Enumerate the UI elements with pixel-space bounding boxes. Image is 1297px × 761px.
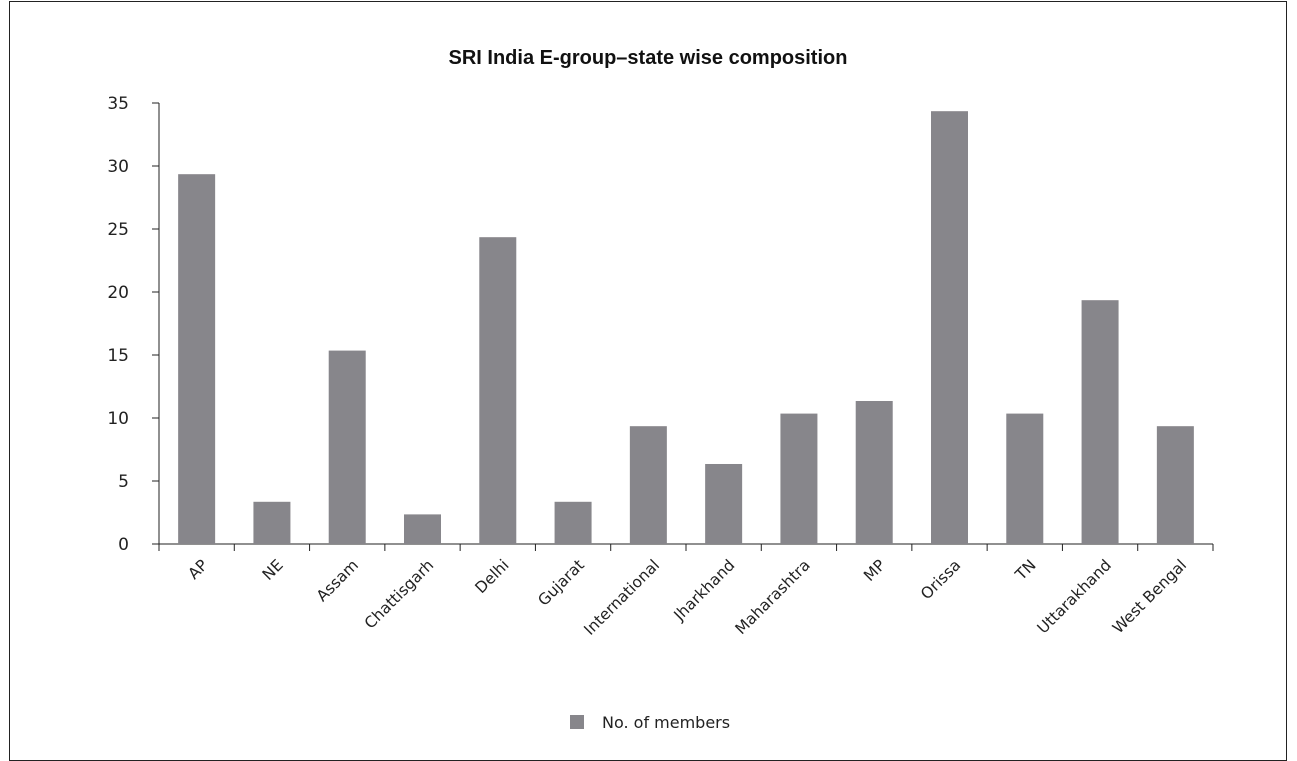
- bar: [1006, 413, 1044, 544]
- chart-frame: [9, 1, 1287, 761]
- bar: [328, 350, 366, 544]
- x-tick-label: Maharashtra: [732, 556, 814, 638]
- x-tick-label: Uttarakhand: [1034, 556, 1115, 637]
- bar: [1081, 300, 1119, 544]
- x-tick-label: Chattisgarh: [361, 556, 437, 632]
- legend-label: No. of members: [602, 713, 730, 732]
- bar: [1156, 426, 1194, 544]
- bar: [178, 174, 216, 544]
- x-tick-label: International: [580, 556, 663, 639]
- y-tick-label: 5: [118, 472, 129, 492]
- y-tick-label: 25: [107, 220, 129, 240]
- x-tick-label: Gujarat: [534, 556, 587, 609]
- x-tick-label: MP: [860, 556, 889, 585]
- bar: [780, 413, 818, 544]
- bar: [855, 400, 893, 544]
- y-tick-label: 20: [107, 283, 129, 303]
- legend-swatch: [570, 715, 584, 729]
- bar: [404, 514, 441, 544]
- bar: [554, 501, 592, 544]
- y-axis: 0 5 10 15 20 25 30 35: [107, 94, 160, 555]
- chart-title: SRI India E-group–state wise composition: [449, 47, 848, 69]
- bar: [253, 501, 291, 544]
- x-tick-label: TN: [1011, 556, 1039, 584]
- x-tick-label: Delhi: [472, 556, 513, 597]
- x-tick-label: Orissa: [917, 556, 964, 603]
- x-tick-label: West Bengal: [1109, 556, 1190, 637]
- y-tick-label: 30: [107, 157, 129, 177]
- x-tick-label: AP: [185, 556, 212, 583]
- y-tick-label: 10: [107, 409, 129, 429]
- x-tick-label: Assam: [313, 556, 362, 605]
- x-tick-label: NE: [259, 556, 287, 584]
- x-tick-label: Jharkhand: [670, 556, 739, 625]
- legend: No. of members: [570, 713, 730, 732]
- y-tick-label: 0: [118, 535, 129, 555]
- bar: [931, 111, 968, 544]
- y-tick-label: 15: [107, 346, 129, 366]
- y-tick-label: 35: [107, 94, 129, 114]
- x-axis: [158, 543, 1214, 551]
- bar: [705, 463, 743, 544]
- bar: [629, 426, 667, 544]
- bar: [479, 237, 517, 544]
